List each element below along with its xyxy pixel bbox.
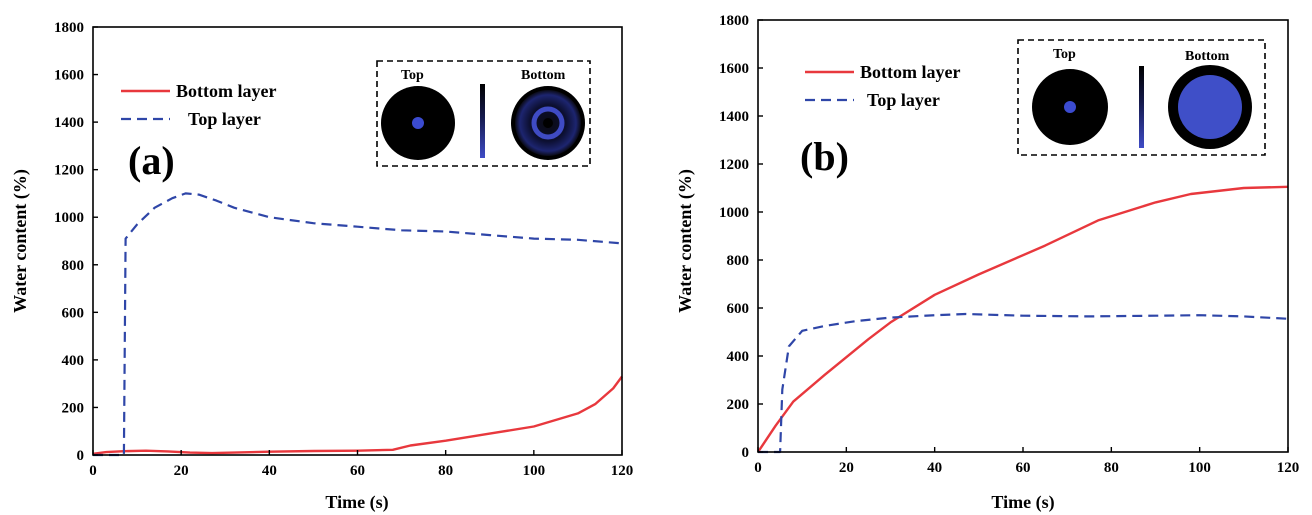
- inset-label-bottom-a: Bottom: [521, 68, 566, 83]
- x-tick-label-b: 80: [1104, 460, 1119, 476]
- x-tick-label-a: 60: [350, 463, 365, 479]
- inset-label-bottom-b: Bottom: [1185, 49, 1230, 64]
- y-tick-label-b: 1800: [719, 13, 749, 29]
- inset-colorbar-a: [480, 84, 485, 158]
- x-tick-label-b: 60: [1016, 460, 1031, 476]
- x-tick-label-a: 80: [438, 463, 453, 479]
- legend-label-top-layer-a: Top layer: [188, 109, 261, 129]
- legend-label-bottom-layer-a: Bottom layer: [176, 81, 276, 101]
- y-tick-label-b: 1000: [719, 205, 749, 221]
- x-tick-label-a: 100: [523, 463, 546, 479]
- inset-wet-spot-top-a: [412, 117, 424, 129]
- x-tick-label-a: 0: [89, 463, 97, 479]
- x-tick-label-a: 120: [611, 463, 634, 479]
- inset-b: Top Bottom: [1018, 40, 1265, 155]
- inset-wet-area-bottom-b: [1178, 75, 1242, 139]
- y-tick-label-a: 1800: [54, 20, 84, 36]
- y-tick-label-b: 800: [727, 253, 750, 269]
- x-axis-title-a: Time (s): [325, 492, 388, 513]
- chart-panel-b: 0 20 40 60 80 100 1200200400600800100012001400…: [675, 13, 1299, 513]
- series-layer-a: [93, 193, 622, 455]
- y-axis-title-b: Water content (%): [675, 169, 696, 313]
- legend-label-top-layer-b: Top layer: [867, 90, 940, 110]
- x-tick-label-b: 40: [927, 460, 942, 476]
- y-tick-label-b: 1600: [719, 61, 749, 77]
- y-tick-label-a: 200: [62, 400, 85, 416]
- x-tick-label-b: 100: [1188, 460, 1211, 476]
- series-line-bottom-layer-b: [758, 187, 1288, 452]
- y-tick-label-a: 400: [62, 353, 85, 369]
- inset-label-top-a: Top: [401, 68, 424, 83]
- x-tick-label-b: 120: [1277, 460, 1300, 476]
- series-layer-b: [758, 187, 1288, 452]
- y-tick-label-b: 400: [727, 349, 750, 365]
- inset-wet-spot-top-b: [1064, 101, 1076, 113]
- series-line-bottom-layer-a: [93, 377, 622, 454]
- x-axis-title-b: Time (s): [991, 492, 1054, 513]
- x-tick-label-b: 20: [839, 460, 854, 476]
- legend-label-bottom-layer-b: Bottom layer: [860, 62, 960, 82]
- inset-colorbar-b: [1139, 66, 1144, 148]
- x-tick-label-a: 40: [262, 463, 277, 479]
- panel-label-b: (b): [800, 134, 849, 179]
- legend-a: Bottom layer Top layer: [121, 81, 276, 129]
- series-line-top-layer-b: [758, 314, 1288, 452]
- inset-center-bottom-a: [543, 118, 553, 128]
- y-tick-label-a: 1600: [54, 68, 84, 84]
- y-tick-label-b: 600: [727, 301, 750, 317]
- y-tick-label-a: 1000: [54, 210, 84, 226]
- y-tick-label-b: 1400: [719, 109, 749, 125]
- x-tick-label-b: 0: [754, 460, 762, 476]
- y-tick-label-b: 1200: [719, 157, 749, 173]
- legend-b: Bottom layer Top layer: [805, 62, 960, 110]
- inset-label-top-b: Top: [1053, 47, 1076, 62]
- y-tick-label-b: 0: [742, 445, 750, 461]
- x-tick-label-a: 20: [174, 463, 189, 479]
- y-tick-label-a: 1400: [54, 115, 84, 131]
- y-tick-label-a: 600: [62, 305, 85, 321]
- y-axis-title-a: Water content (%): [10, 169, 31, 313]
- series-line-top-layer-a: [93, 193, 622, 455]
- y-tick-label-b: 200: [727, 397, 750, 413]
- y-tick-label-a: 1200: [54, 163, 84, 179]
- chart-panel-a: 0 20 40 60 80 100 1200200400600800100012001400…: [10, 20, 633, 513]
- y-tick-label-a: 800: [62, 258, 85, 274]
- inset-a: Top Bottom: [377, 61, 590, 166]
- y-tick-label-a: 0: [77, 448, 85, 464]
- panel-label-a: (a): [128, 138, 175, 183]
